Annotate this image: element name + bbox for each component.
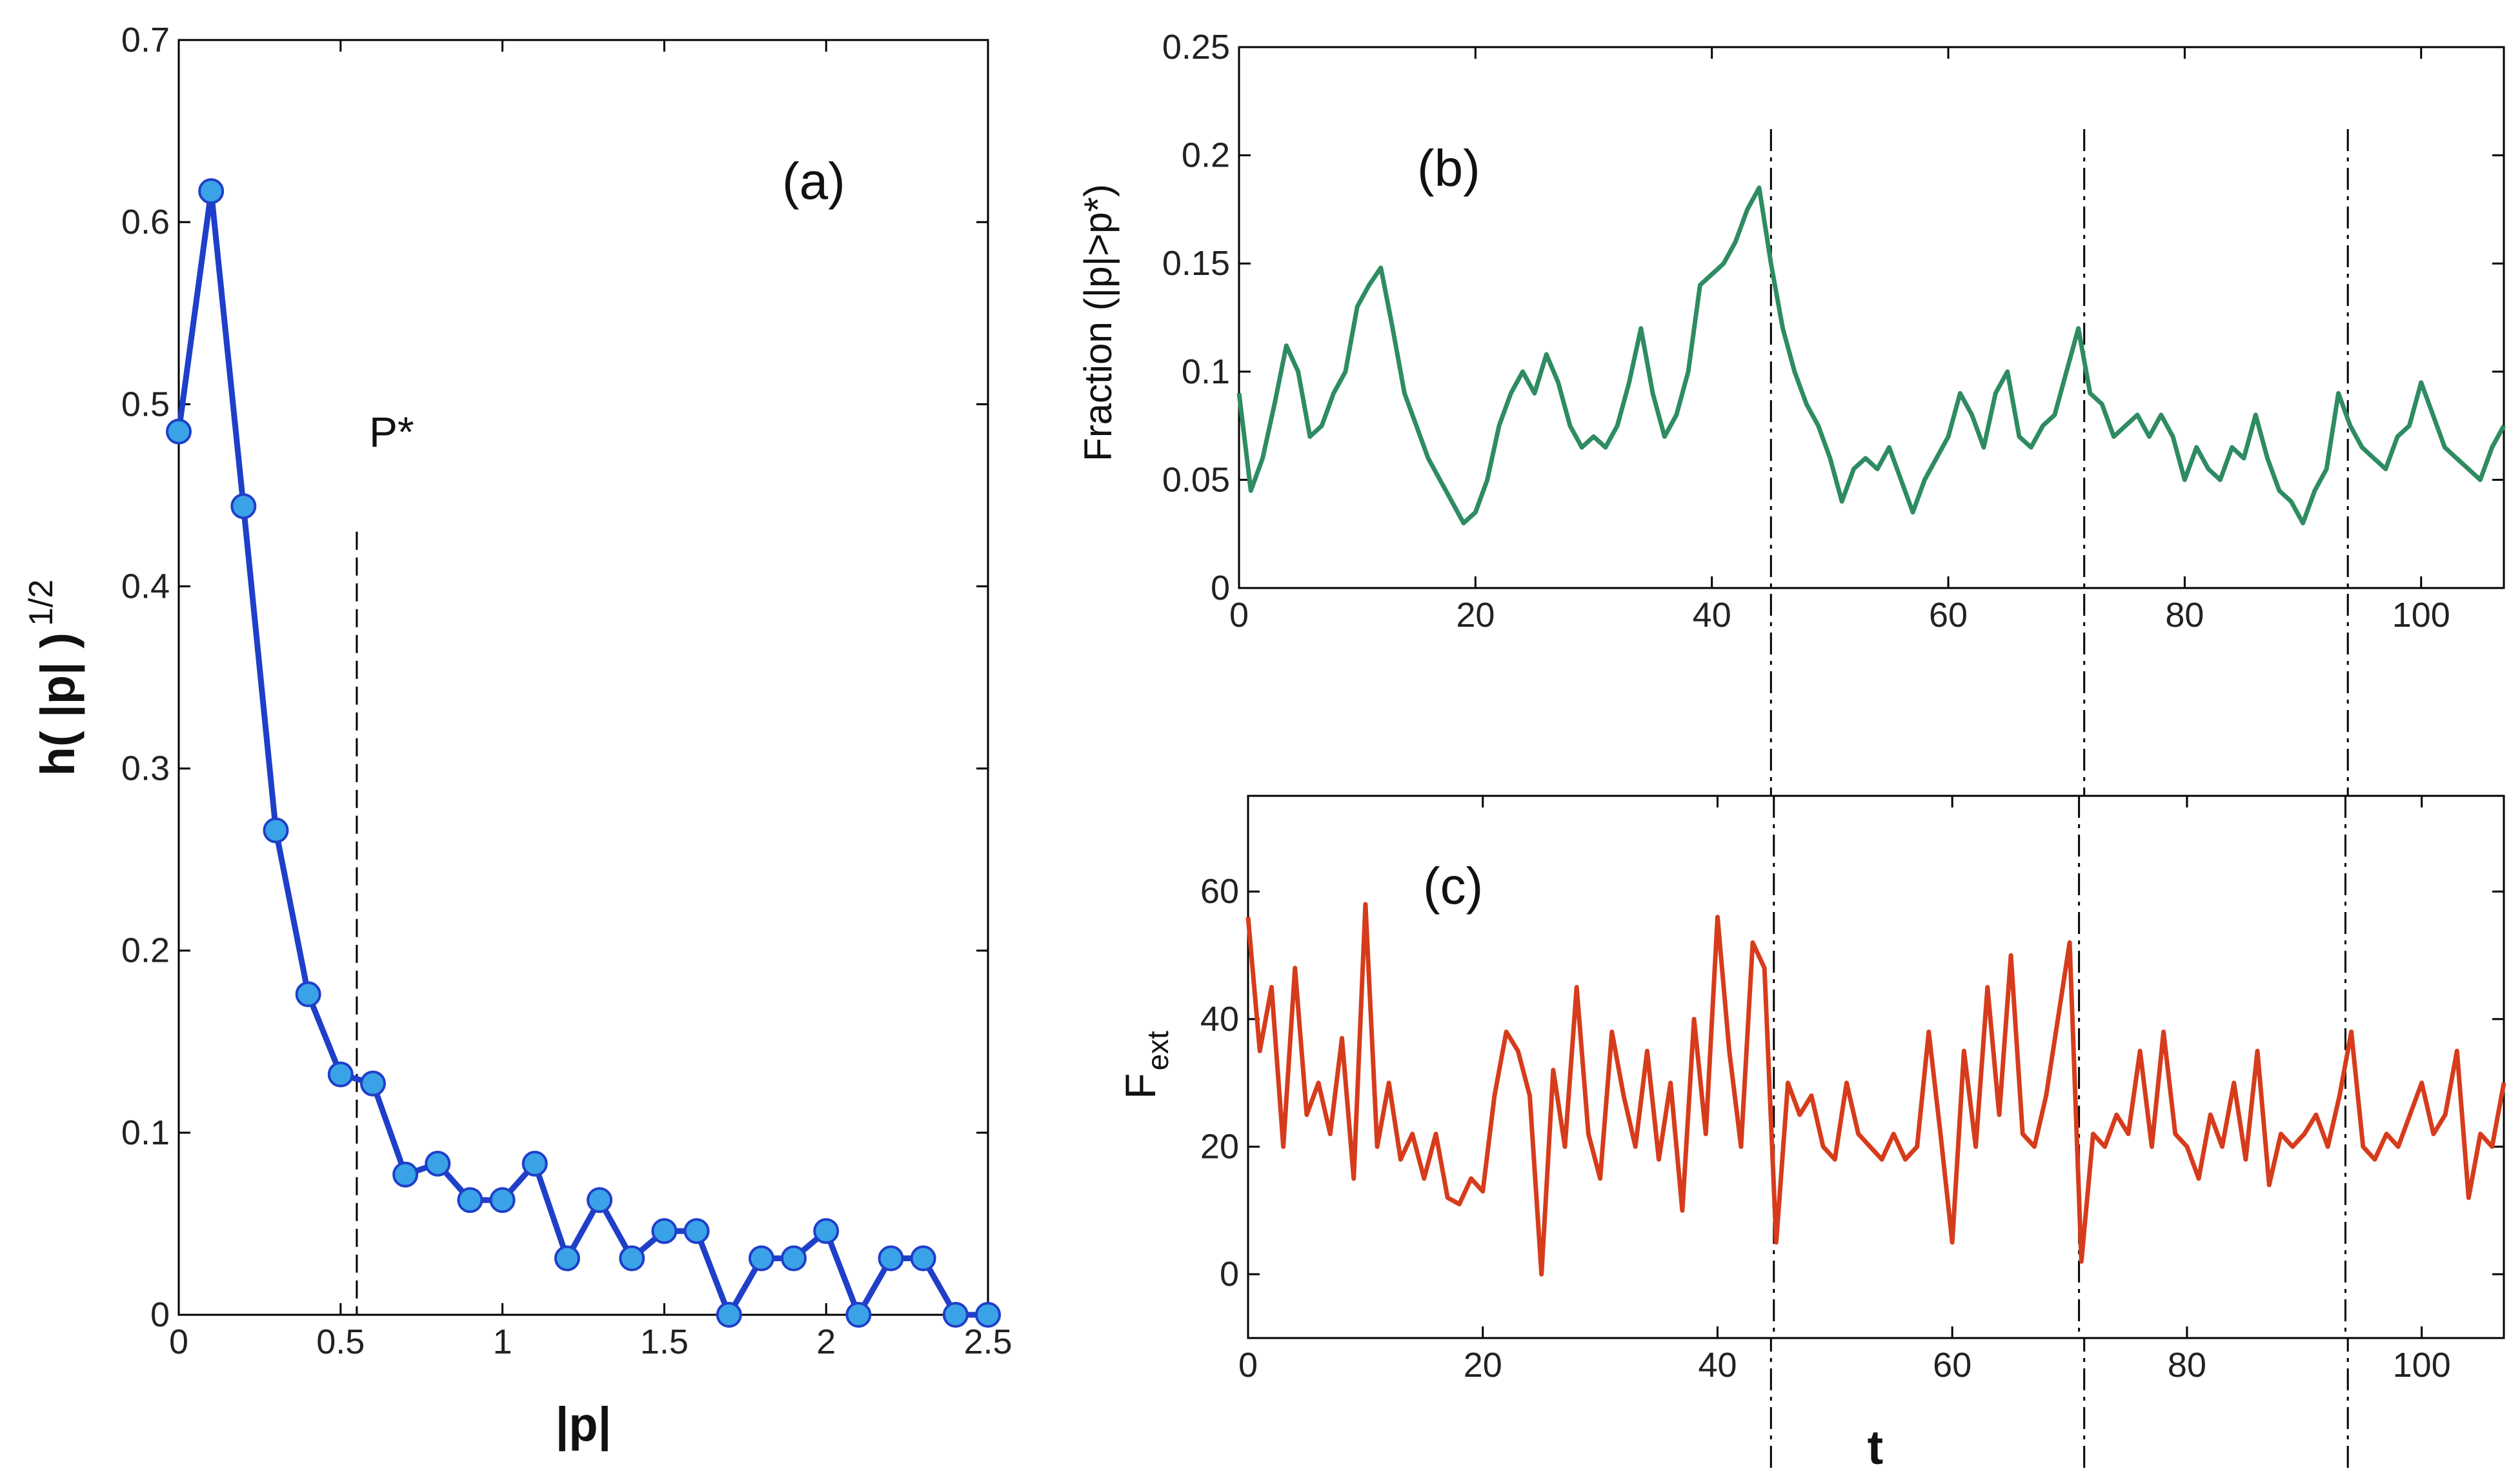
- axis-b-ytick-label: 0.05: [1162, 460, 1230, 499]
- axes-b-ticks: 0 20 40 60 80 100 0 0.05 0.1 0.15 0.2 0.25: [1162, 28, 2504, 634]
- axis-b-ytick-label: 0.25: [1162, 28, 1230, 66]
- axis-c-xtick-label: 40: [1698, 1346, 1737, 1385]
- axis-c-xlabel: t: [1868, 1421, 1884, 1471]
- axis-a-ylabel-sup: 1/2: [23, 580, 60, 626]
- data-point-a: [878, 1245, 904, 1272]
- axis-a-xtick-label: 2: [816, 1323, 836, 1361]
- data-point-a: [619, 1245, 645, 1272]
- series-a-points: [166, 178, 1001, 1328]
- axis-b-xtick-label: 60: [1929, 596, 1968, 634]
- data-point-a: [295, 981, 321, 1008]
- axes-a-ticks: 0 0.5 1 1.5 2 2.5 0 0.1 0.2 0.3 0.4 0.5 0.6 0.7: [121, 21, 1013, 1361]
- data-point-a: [910, 1245, 936, 1272]
- axis-c-xtick-label: 60: [1933, 1346, 1971, 1385]
- axis-c-ylabel: Fext: [1116, 1031, 1174, 1099]
- axis-b-xtick-label: 20: [1456, 596, 1495, 634]
- axes-c-frame: [1247, 795, 2505, 1339]
- data-point-a: [359, 1070, 386, 1097]
- data-point-a: [425, 1150, 451, 1177]
- axis-a-xlabel: |p|: [556, 1397, 612, 1452]
- data-point-a: [748, 1245, 774, 1272]
- axis-b-xtick-label: 40: [1693, 596, 1731, 634]
- axis-b-xtick-label: 0: [1229, 596, 1249, 634]
- axis-b-xtick-label: 100: [2392, 596, 2450, 634]
- axis-a-xtick-label: 0.5: [316, 1323, 365, 1361]
- axis-a-ytick-label: 0.6: [121, 203, 170, 241]
- data-point-a: [651, 1218, 678, 1244]
- panel-c: 0 20 40 60 80 100 0 20 40 60 (c) t Fext: [1116, 795, 2506, 1471]
- data-point-a: [166, 418, 192, 445]
- data-point-a: [327, 1061, 354, 1088]
- data-point-a: [975, 1302, 1001, 1328]
- series-b-line: [1236, 185, 2506, 525]
- panel-b: 0 20 40 60 80 100 0 0.05 0.1 0.15 0.2 0.25 (b) Frac…: [1076, 28, 2506, 1471]
- data-point-a: [781, 1245, 807, 1272]
- axis-c-xtick-label: 100: [2393, 1346, 2451, 1385]
- data-point-a: [554, 1245, 580, 1272]
- axis-a-ytick-label: 0.4: [121, 567, 170, 605]
- data-point-a: [587, 1187, 613, 1213]
- axis-a-xtick-label: 2.5: [963, 1323, 1012, 1361]
- series-a-line: [176, 188, 988, 1318]
- axis-a-ytick-label: 0.5: [121, 385, 170, 423]
- axis-c-xtick-label: 20: [1464, 1346, 1502, 1385]
- data-point-a: [813, 1218, 840, 1244]
- data-point-a: [683, 1218, 710, 1244]
- axes-a-frame: [177, 39, 989, 1316]
- data-point-a: [198, 178, 225, 205]
- axis-a-ytick-label: 0: [150, 1295, 170, 1334]
- axis-a-ylabel-main: h( |p| ): [31, 633, 85, 776]
- axis-b-ylabel: Fraction (|p|>p*): [1076, 184, 1120, 462]
- axis-c-ytick-label: 60: [1200, 872, 1239, 911]
- series-c-line: [1245, 902, 2506, 1277]
- axis-a-ytick-label: 0.3: [121, 749, 170, 788]
- axis-a-ytick-label: 0.1: [121, 1113, 170, 1152]
- axes-c-ticks: 0 20 40 60 80 100 0 20 40 60: [1200, 796, 2504, 1385]
- axis-a-ylabel: h( |p| ) 1/2: [23, 580, 85, 776]
- data-point-a: [263, 817, 289, 844]
- axis-b-ytick-label: 0.15: [1162, 244, 1230, 283]
- panel-c-label: (c): [1423, 857, 1483, 915]
- axes-b-frame: [1238, 46, 2505, 589]
- axis-c-xtick-label: 0: [1238, 1346, 1258, 1385]
- data-point-a: [845, 1302, 872, 1328]
- axis-b-ytick-label: 0: [1211, 569, 1230, 607]
- axis-c-ytick-label: 40: [1200, 1000, 1239, 1039]
- pstar-annotation: P*: [369, 408, 414, 456]
- panel-a: 0 0.5 1 1.5 2 2.5 0 0.1 0.2 0.3 0.4 0.5 0.6 0.7 P* (a…: [23, 21, 1013, 1452]
- axis-a-xtick-label: 1.5: [640, 1323, 689, 1361]
- axis-c-ytick-label: 20: [1200, 1128, 1239, 1166]
- data-point-a: [942, 1302, 969, 1328]
- panel-a-label: (a): [782, 152, 845, 210]
- axis-b-xtick-label: 80: [2165, 596, 2204, 634]
- axis-b-ytick-label: 0.1: [1182, 352, 1230, 391]
- axis-a-ytick-label: 0.7: [121, 21, 170, 59]
- axis-c-xtick-label: 80: [2168, 1346, 2206, 1385]
- data-point-a: [489, 1187, 516, 1213]
- panel-b-label: (b): [1417, 139, 1480, 197]
- axis-a-xtick-label: 0: [169, 1323, 188, 1361]
- data-point-a: [457, 1187, 483, 1213]
- axis-b-ytick-label: 0.2: [1182, 136, 1230, 175]
- data-point-a: [521, 1150, 548, 1177]
- data-point-a: [230, 493, 257, 520]
- axis-a-xtick-label: 1: [493, 1323, 512, 1361]
- axis-c-ylabel-sub: ext: [1141, 1031, 1174, 1071]
- data-point-a: [716, 1302, 742, 1328]
- axis-a-ytick-label: 0.2: [121, 931, 170, 970]
- axis-c-ylabel-main: F: [1116, 1073, 1164, 1099]
- axis-c-ytick-label: 0: [1220, 1255, 1239, 1293]
- data-point-a: [392, 1161, 419, 1188]
